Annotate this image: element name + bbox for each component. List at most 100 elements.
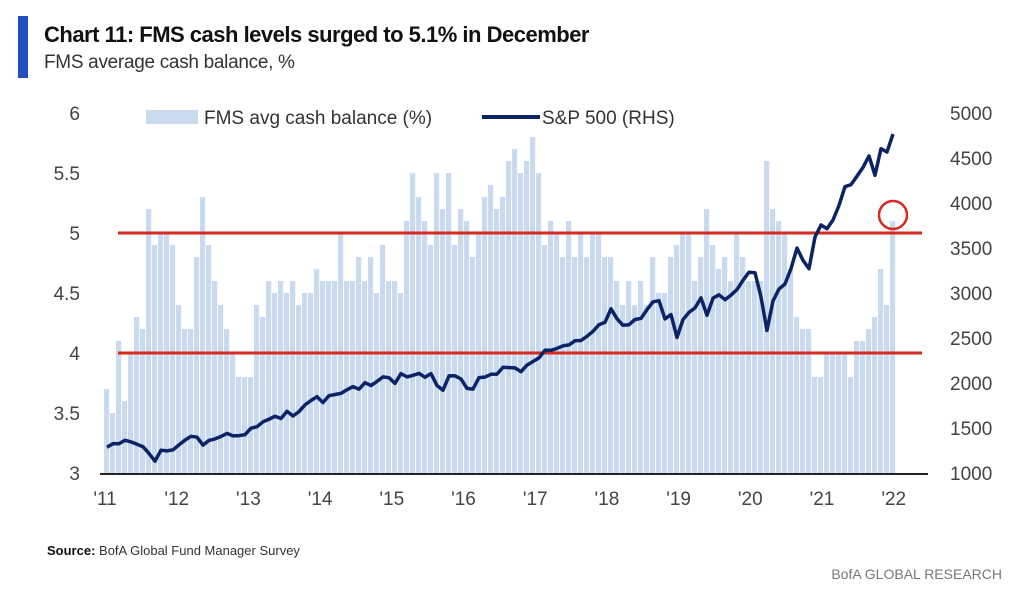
bar [512,149,518,473]
x-tick-label: '17 [523,489,548,510]
bar [890,221,896,473]
bar [608,257,614,473]
x-tick-label: '16 [451,489,476,510]
annotation-circle [877,199,909,231]
bar [722,257,728,473]
bar [650,257,656,473]
bar [758,281,764,473]
sp500-line [106,133,895,463]
bar [152,245,158,473]
brand-label: BofA GLOBAL RESEARCH [831,566,1002,582]
y-right-tick-label: 1000 [950,464,992,485]
bar [140,329,146,473]
bar [308,293,314,473]
bar [200,197,206,473]
bar [548,221,554,473]
bar [500,197,506,473]
bar [866,329,872,473]
bar [620,305,626,473]
bar [128,353,134,473]
title-accent-bar [18,16,28,78]
bar [332,281,338,473]
bar [542,245,548,473]
bar [272,293,278,473]
bar [284,293,290,473]
y-right-tick-label: 5000 [950,104,992,125]
bar [836,353,842,473]
source-text: BofA Global Fund Manager Survey [99,543,300,558]
bar [872,317,878,473]
bar [632,305,638,473]
bar [470,257,476,473]
bar [506,161,512,473]
bar [848,377,854,473]
bar [404,221,410,473]
bar [266,281,272,473]
x-tick-label: '13 [236,489,261,510]
bar [278,281,284,473]
bar [602,257,608,473]
bar [800,329,806,473]
bar [716,269,722,473]
bar [134,317,140,473]
y-left-tick-label: 4.5 [54,284,80,305]
bar [206,245,212,473]
bar [212,281,218,473]
bar-series [104,137,896,473]
bar [248,377,254,473]
bar [518,173,524,473]
bar [122,401,128,473]
bar [464,221,470,473]
line-series [106,133,895,463]
y-left-tick-label: 3.5 [54,404,80,425]
bar [530,137,536,473]
bar [818,377,824,473]
bar [668,257,674,473]
x-tick-label: '19 [666,489,691,510]
axes: 3 3.5 4 4.5 5 5.5 6 1000 1500 2000 2500 3000 3500 400… [54,104,993,510]
bar [860,341,866,473]
bar [854,341,860,473]
y-right-tick-label: 4000 [950,194,992,215]
bar [230,353,236,473]
legend-label-bars: FMS avg cash balance (%) [204,108,432,129]
bar [260,317,266,473]
bar [116,341,122,473]
bar [692,281,698,473]
bar [728,281,734,473]
bar [656,293,662,473]
bar [674,245,680,473]
y-left-tick-label: 3 [69,464,80,485]
bar [746,281,752,473]
bar [236,377,242,473]
bar [392,281,398,473]
y-right-tick-label: 4500 [950,149,992,170]
bar [242,377,248,473]
bar [740,257,746,473]
x-tick-label: '11 [93,489,116,510]
bar [812,377,818,473]
bar [320,281,326,473]
bar [842,353,848,473]
bar [566,221,572,473]
x-tick-label: '18 [595,489,620,510]
y-left-tick-label: 4 [69,344,80,365]
bar [452,245,458,473]
bar [662,293,668,473]
bar [560,257,566,473]
bar [884,305,890,473]
bar [398,293,404,473]
x-tick-label: '20 [738,489,763,510]
y-left-tick-label: 5 [69,224,80,245]
bar [788,269,794,473]
bar [806,329,812,473]
bar [146,209,152,473]
bar [794,317,800,473]
legend: FMS avg cash balance (%) S&P 500 (RHS) [146,108,675,129]
bar [170,245,176,473]
bar [218,305,224,473]
bar [290,281,296,473]
bar [314,269,320,473]
bar [182,329,188,473]
x-tick-label: '21 [810,489,835,510]
